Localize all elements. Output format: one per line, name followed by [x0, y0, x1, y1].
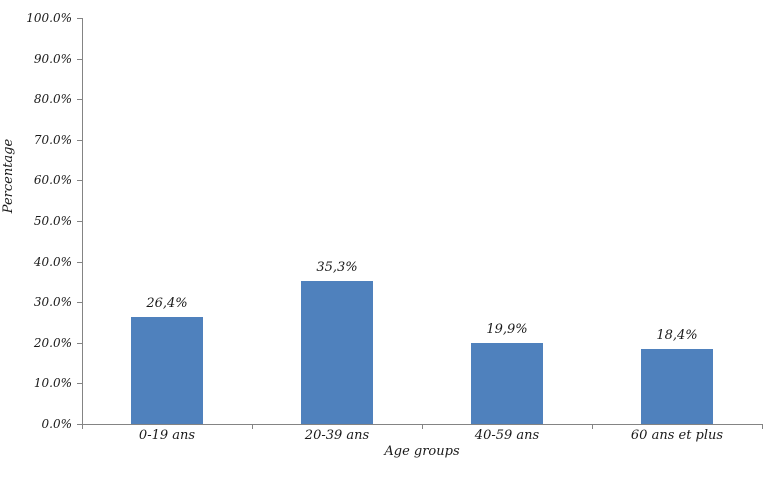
y-tick-label: 0.0% [41, 417, 73, 431]
y-tick-label: 50.0% [33, 214, 72, 228]
x-tick-mark [592, 425, 593, 429]
x-tick-mark [82, 425, 83, 429]
y-tick-label: 80.0% [33, 92, 72, 106]
bar [301, 281, 373, 424]
bar-value-label: 26,4% [146, 296, 188, 311]
y-axis-line [82, 18, 83, 425]
y-tick-mark [77, 302, 82, 303]
bar [471, 343, 543, 424]
y-tick-label: 100.0% [26, 11, 72, 25]
y-tick-mark [77, 99, 82, 100]
y-tick-mark [77, 180, 82, 181]
y-tick-mark [77, 424, 82, 425]
x-category-label: 20-39 ans [304, 428, 370, 443]
x-axis-line [82, 424, 763, 425]
y-tick-label: 90.0% [33, 52, 72, 66]
y-tick-mark [77, 59, 82, 60]
bar-value-label: 19,9% [486, 322, 528, 337]
x-tick-mark [422, 425, 423, 429]
x-axis-title: Age groups [384, 444, 460, 459]
x-tick-mark [252, 425, 253, 429]
bar-value-label: 18,4% [656, 328, 698, 343]
x-category-label: 60 ans et plus [630, 428, 724, 443]
y-tick-mark [77, 18, 82, 19]
x-tick-mark [762, 425, 763, 429]
bar-value-label: 35,3% [316, 260, 358, 275]
y-tick-mark [77, 140, 82, 141]
y-tick-label: 40.0% [33, 255, 72, 269]
bar [641, 349, 713, 424]
x-category-label: 0-19 ans [138, 428, 196, 443]
y-tick-label: 60.0% [33, 173, 72, 187]
y-tick-label: 70.0% [33, 133, 72, 147]
y-tick-label: 30.0% [33, 295, 72, 309]
bar [131, 317, 203, 424]
y-tick-label: 10.0% [33, 376, 72, 390]
y-tick-label: 20.0% [33, 336, 72, 350]
x-category-label: 40-59 ans [474, 428, 540, 443]
y-tick-mark [77, 221, 82, 222]
y-tick-mark [77, 383, 82, 384]
y-tick-mark [77, 262, 82, 263]
y-tick-mark [77, 343, 82, 344]
